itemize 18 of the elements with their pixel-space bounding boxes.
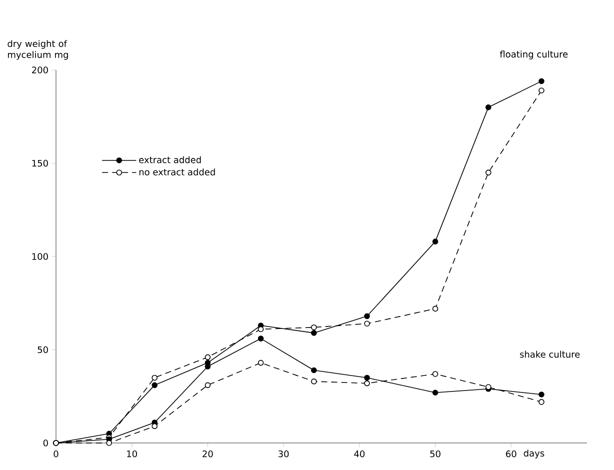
annotation: shake culture <box>520 350 580 358</box>
y-axis-title: dry weight of mycelium mg <box>8 40 68 60</box>
y-tick-label: 50 <box>38 346 48 354</box>
y-tick-label: 100 <box>32 253 48 260</box>
y-tick-label: 200 <box>32 66 48 74</box>
legend-label: extract added <box>139 156 201 164</box>
x-tick-label: 40 <box>354 450 365 458</box>
x-tick-label: 50 <box>430 450 440 458</box>
x-axis-title: days <box>524 450 544 458</box>
x-tick-label: 60 <box>506 450 516 458</box>
y-tick-label: 0 <box>43 440 48 446</box>
legend-label: no extract added <box>139 168 215 176</box>
text: floating culture <box>500 50 568 60</box>
x-tick-label: 20 <box>202 450 213 458</box>
x-tick-label: 0 <box>54 450 58 458</box>
x-tick-label: 30 <box>278 450 289 458</box>
y-tick-label: 150 <box>32 160 48 167</box>
x-tick-label: 10 <box>127 450 137 458</box>
